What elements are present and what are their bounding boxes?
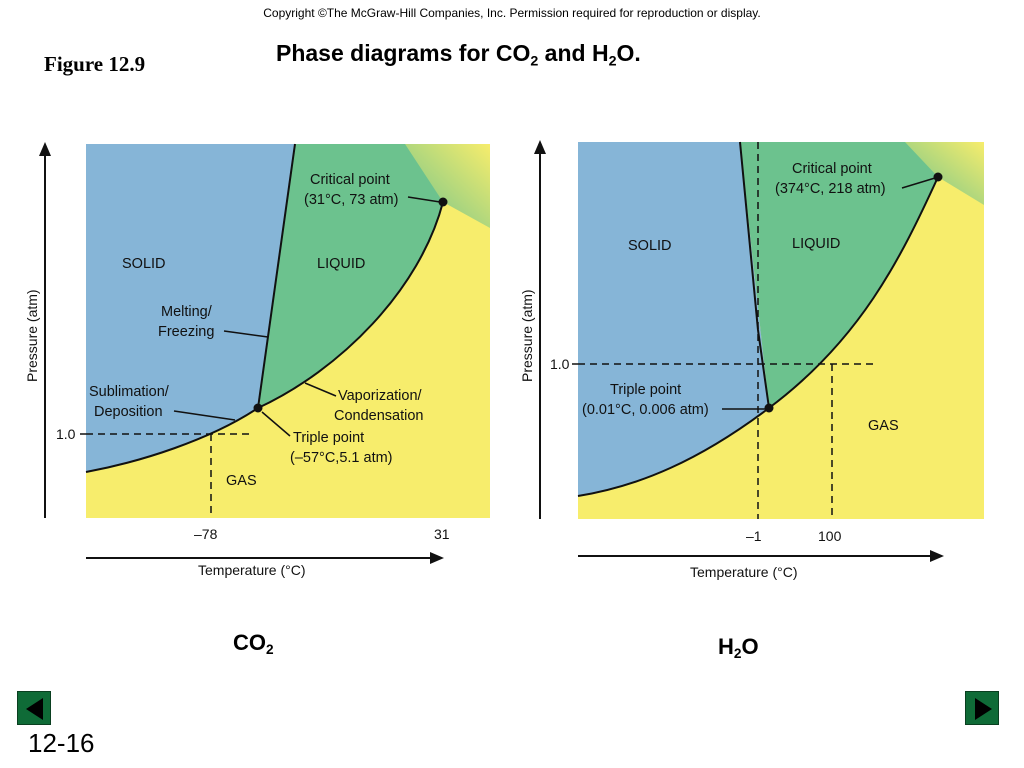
h2o-caption-main: H: [718, 634, 734, 659]
title-part-2: and H: [538, 40, 609, 66]
co2-sublimation-label-line1: Sublimation/: [89, 384, 170, 400]
h2o-supercritical-fade: [905, 142, 984, 205]
co2-vaporization-curve: [257, 201, 444, 409]
h2o-sublimation-curve: [577, 407, 770, 497]
h2o-caption-end: O: [741, 634, 759, 659]
co2-melting-leader: [223, 330, 269, 338]
h2o-caption-subscript: 2: [733, 646, 742, 662]
co2-liquid-label: LIQUID: [317, 256, 365, 272]
h2o-x-axis-arrowhead: [930, 550, 944, 562]
copyright-notice: Copyright ©The McGraw-Hill Companies, In…: [263, 6, 761, 20]
co2-x-tick-label-2: 31: [434, 526, 450, 542]
co2-y-axis-title: Pressure (atm): [24, 289, 40, 382]
h2o-x-axis-title: Temperature (°C): [690, 564, 798, 580]
figure-label: Figure 12.9: [44, 52, 146, 76]
h2o-critical-leader: [901, 177, 936, 189]
co2-critical-leader: [407, 196, 441, 203]
title-subscript-2: 2: [608, 53, 617, 70]
h2o-y-axis-arrowhead: [534, 140, 546, 154]
h2o-liquid-region: [740, 142, 938, 408]
co2-supercritical-fade: [405, 144, 490, 228]
title-part-1: Phase diagrams for CO: [276, 40, 531, 66]
co2-critical-point: [438, 197, 448, 207]
h2o-solid-label: SOLID: [628, 238, 672, 254]
title-part-3: O.: [616, 40, 641, 66]
h2o-critical-point: [933, 172, 943, 182]
co2-sublimation-curve: [85, 407, 259, 473]
h2o-caption: H2O: [718, 634, 759, 661]
h2o-critical-label-line2: (374°C, 218 atm): [775, 181, 886, 197]
co2-vaporization-leader: [304, 382, 337, 397]
triangle-left-icon: [26, 698, 43, 720]
h2o-vaporization-curve: [768, 176, 939, 409]
title-subscript-1: 2: [530, 53, 539, 70]
h2o-liquid-label: LIQUID: [792, 236, 840, 252]
co2-vaporization-label-line1: Vaporization/: [338, 388, 423, 404]
co2-x-axis-arrowhead: [430, 552, 444, 564]
co2-critical-label-line2: (31°C, 73 atm): [304, 192, 398, 208]
co2-liquid-region: [258, 144, 443, 408]
co2-melting-label-line1: Melting/: [161, 304, 213, 320]
h2o-x-tick-label-2: 100: [818, 528, 842, 544]
co2-y-tick-label: 1.0: [56, 426, 76, 442]
co2-caption-main: CO: [233, 630, 266, 655]
co2-triple-point: [253, 403, 263, 413]
h2o-x-tick-label-1: –1: [746, 528, 762, 544]
h2o-triple-point: [764, 403, 774, 413]
h2o-y-axis-title: Pressure (atm): [519, 289, 535, 382]
h2o-phase-diagram: SOLID LIQUID GAS Critical point (374°C, …: [519, 140, 984, 580]
co2-melting-curve: [257, 143, 296, 409]
h2o-triple-label-line2: (0.01°C, 0.006 atm): [582, 402, 709, 418]
triangle-right-icon: [975, 698, 992, 720]
co2-solid-label: SOLID: [122, 256, 166, 272]
co2-y-axis-arrowhead: [39, 142, 51, 156]
previous-slide-button[interactable]: [17, 691, 51, 725]
co2-x-axis-title: Temperature (°C): [198, 562, 306, 578]
co2-melting-label-line2: Freezing: [158, 324, 214, 340]
h2o-solid-region: [578, 142, 769, 496]
co2-sublimation-label-line2: Deposition: [94, 404, 163, 420]
co2-x-tick-label-1: –78: [194, 526, 218, 542]
next-slide-button[interactable]: [965, 691, 999, 725]
co2-caption: CO2: [233, 630, 274, 657]
co2-sublimation-leader: [173, 410, 236, 421]
co2-gas-label: GAS: [226, 473, 257, 489]
co2-phase-diagram: SOLID LIQUID GAS Critical point (31°C, 7…: [24, 142, 490, 578]
h2o-y-tick-label: 1.0: [550, 356, 570, 372]
co2-solid-region: [86, 144, 295, 472]
h2o-triple-label-line1: Triple point: [610, 382, 681, 398]
co2-vaporization-label-line2: Condensation: [334, 408, 424, 424]
co2-triple-label-line1: Triple point: [293, 430, 364, 446]
co2-critical-label-line1: Critical point: [310, 172, 390, 188]
h2o-melting-curve: [739, 141, 770, 409]
co2-caption-subscript: 2: [266, 642, 274, 658]
page-title: Phase diagrams for CO2 and H2O.: [276, 40, 641, 69]
h2o-critical-label-line1: Critical point: [792, 161, 872, 177]
co2-triple-label-line2: (–57°C,5.1 atm): [290, 450, 393, 466]
co2-triple-leader: [261, 411, 291, 437]
slide-number: 12-16: [28, 728, 95, 758]
h2o-gas-label: GAS: [868, 418, 899, 434]
